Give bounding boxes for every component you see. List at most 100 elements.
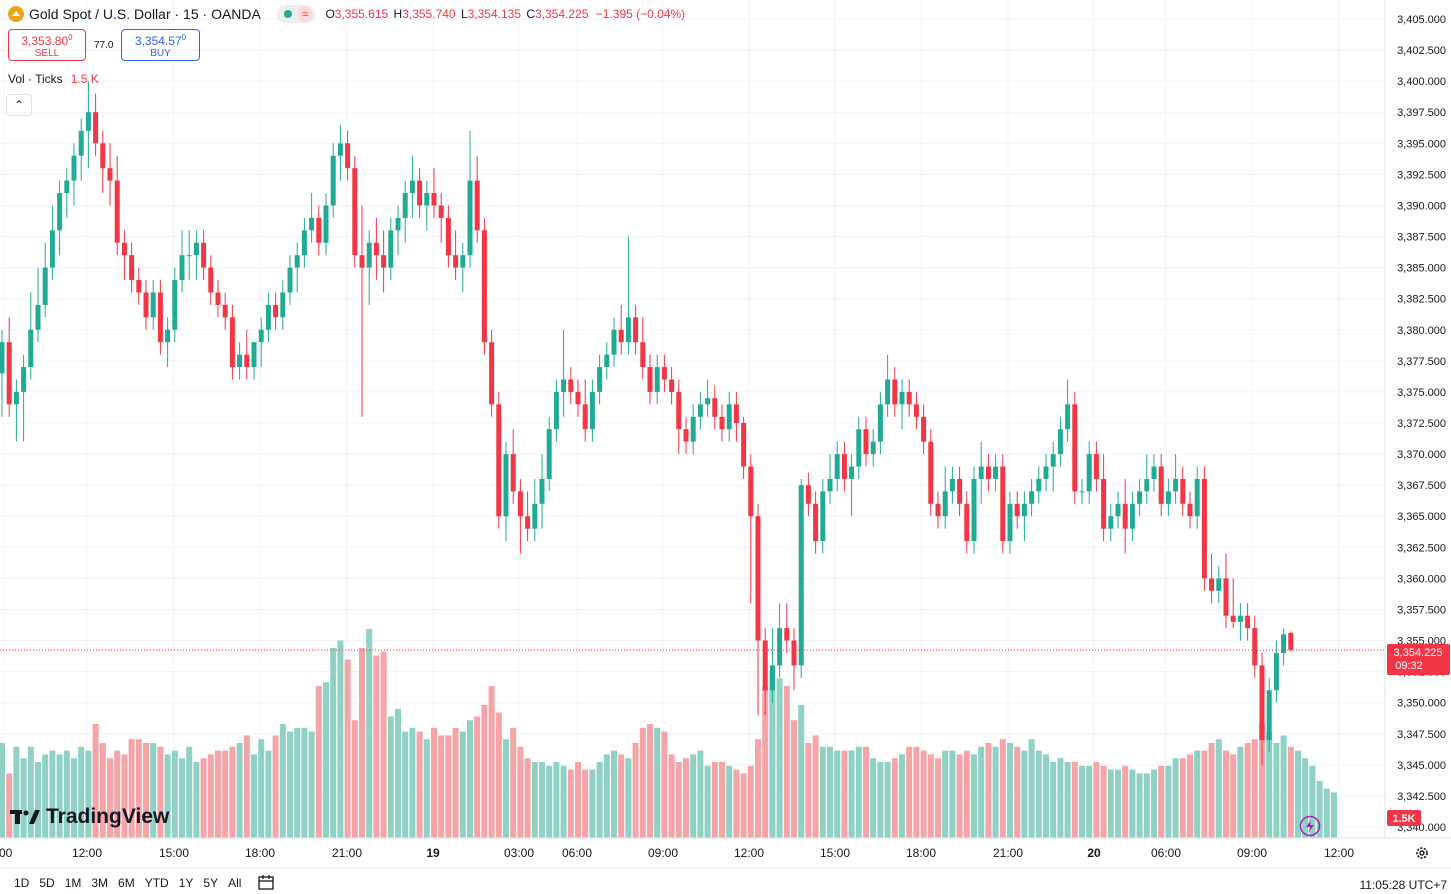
candle-body <box>1029 491 1035 504</box>
volume-tag-value: 1.5K <box>1392 813 1415 825</box>
candle-body <box>978 466 984 479</box>
ohlc-readout: O3,355.615 H3,355.740 L3,354.135 C3,354.… <box>323 7 685 21</box>
volume-bar <box>308 731 315 838</box>
price-axis-label: 3,375.000 <box>1397 387 1446 399</box>
time-axis-label: 21:00 <box>993 846 1023 860</box>
candle-body <box>1201 478 1207 579</box>
volume-bar <box>265 750 272 838</box>
volume-bar <box>776 678 783 838</box>
sell-price: 3,353.80 <box>21 34 69 48</box>
volume-bar <box>647 724 653 838</box>
time-axis[interactable]: :00 12:00 15:00 18:00 21:00 19 03:00 06:00 09:00… <box>0 837 1451 869</box>
sell-price-sup: 0 <box>68 33 73 42</box>
volume-bar <box>1136 773 1143 838</box>
range-button-1m[interactable]: 1M <box>64 876 82 890</box>
candle-body <box>805 485 811 504</box>
price-axis[interactable]: 3,405.000 3,402.500 3,400.000 3,397.500 3,39… <box>1384 0 1446 838</box>
volume-bar <box>438 735 445 838</box>
volume-bar <box>596 762 603 838</box>
buy-price: 3,354.57 <box>134 34 182 48</box>
volume-bar <box>323 682 329 838</box>
clock-timezone[interactable]: 11:05:28 UTC+7 <box>1359 878 1448 892</box>
calendar-icon[interactable] <box>257 874 275 893</box>
candle-body <box>1021 503 1027 517</box>
time-axis-label: 15:00 <box>159 846 189 860</box>
settings-gear-icon[interactable] <box>1414 845 1430 866</box>
tradingview-watermark[interactable]: TradingView <box>10 805 169 829</box>
candle-body <box>359 255 365 268</box>
candle-body <box>913 404 919 417</box>
volume-bar <box>63 750 70 838</box>
close-value: 3,354.225 <box>535 7 589 21</box>
volume-bar <box>949 750 956 838</box>
range-button-all[interactable]: All <box>228 876 242 890</box>
volume-bar <box>272 735 279 838</box>
volume-bar <box>164 754 171 838</box>
candle-body <box>1000 466 1006 542</box>
range-button-1y[interactable]: 1Y <box>178 876 194 890</box>
volume-tag <box>1387 810 1421 826</box>
volume-bar <box>1208 743 1215 838</box>
candle-body <box>222 304 228 318</box>
candle-body <box>64 180 70 194</box>
range-button-ytd[interactable]: YTD <box>144 876 169 890</box>
volume-bar <box>582 769 589 838</box>
collapse-legend-button[interactable]: ⌃ <box>6 94 32 116</box>
volume-bar <box>1323 788 1330 838</box>
volume-bar <box>1014 746 1021 838</box>
volume-bar <box>733 769 740 838</box>
volume-legend[interactable]: Vol · Ticks 1.5 K <box>8 72 99 86</box>
time-axis-label: 18:00 <box>906 846 936 860</box>
symbol-title[interactable]: Gold Spot / U.S. Dollar · 15 · OANDA <box>29 6 261 22</box>
volume-bar <box>1230 754 1237 838</box>
volume-bar <box>891 758 898 838</box>
volume-bar <box>611 750 617 838</box>
volume-bar <box>200 758 207 838</box>
price-axis-label: 3,377.500 <box>1397 356 1446 368</box>
candle-body <box>1245 615 1251 629</box>
sell-button[interactable]: 3,353.800 SELL <box>8 29 86 61</box>
volume-bar <box>1064 762 1071 838</box>
volume-bar <box>978 746 985 838</box>
candle-body <box>1072 404 1078 492</box>
candle-body <box>323 205 329 243</box>
time-axis-label: 03:00 <box>504 846 534 860</box>
range-button-1d[interactable]: 1D <box>14 876 30 890</box>
candle-body <box>445 217 451 256</box>
range-button-5d[interactable]: 5D <box>39 876 55 890</box>
volume-bar <box>35 762 41 838</box>
candle-body <box>906 391 912 405</box>
chevron-up-icon: ⌃ <box>13 98 25 112</box>
candle-body <box>1108 516 1114 529</box>
volume-bar <box>783 686 790 838</box>
volume-bar <box>373 655 380 838</box>
volume-bar <box>971 754 977 838</box>
buy-button[interactable]: 3,354.570 BUY <box>121 29 200 61</box>
candle-body <box>1180 478 1186 504</box>
candle-body <box>1151 466 1157 479</box>
volume-bar <box>762 686 769 838</box>
candle-body <box>568 379 574 392</box>
market-status-badge[interactable]: ≈ <box>276 5 316 23</box>
market-open-dot-icon <box>283 10 292 18</box>
volume-bar <box>1194 750 1201 838</box>
range-button-5y[interactable]: 5Y <box>203 876 219 890</box>
volume-bar <box>870 758 877 838</box>
candle-body <box>957 478 963 504</box>
price-axis-label: 3,372.500 <box>1397 418 1446 430</box>
candle-body <box>1288 632 1294 651</box>
candle-body <box>1165 491 1171 504</box>
volume-bar <box>1331 792 1337 838</box>
volume-bar <box>459 731 466 838</box>
price-axis-label: 3,392.500 <box>1397 169 1446 181</box>
volume-bar <box>13 746 20 838</box>
range-button-3m[interactable]: 3M <box>91 876 109 890</box>
candle-body <box>985 466 991 479</box>
volume-bar <box>1280 735 1287 838</box>
lightning-icon[interactable] <box>1299 815 1321 842</box>
volume-bar <box>1295 750 1301 838</box>
candle-body <box>49 230 55 268</box>
range-button-6m[interactable]: 6M <box>118 876 135 890</box>
price-axis-label: 3,367.500 <box>1397 480 1446 492</box>
